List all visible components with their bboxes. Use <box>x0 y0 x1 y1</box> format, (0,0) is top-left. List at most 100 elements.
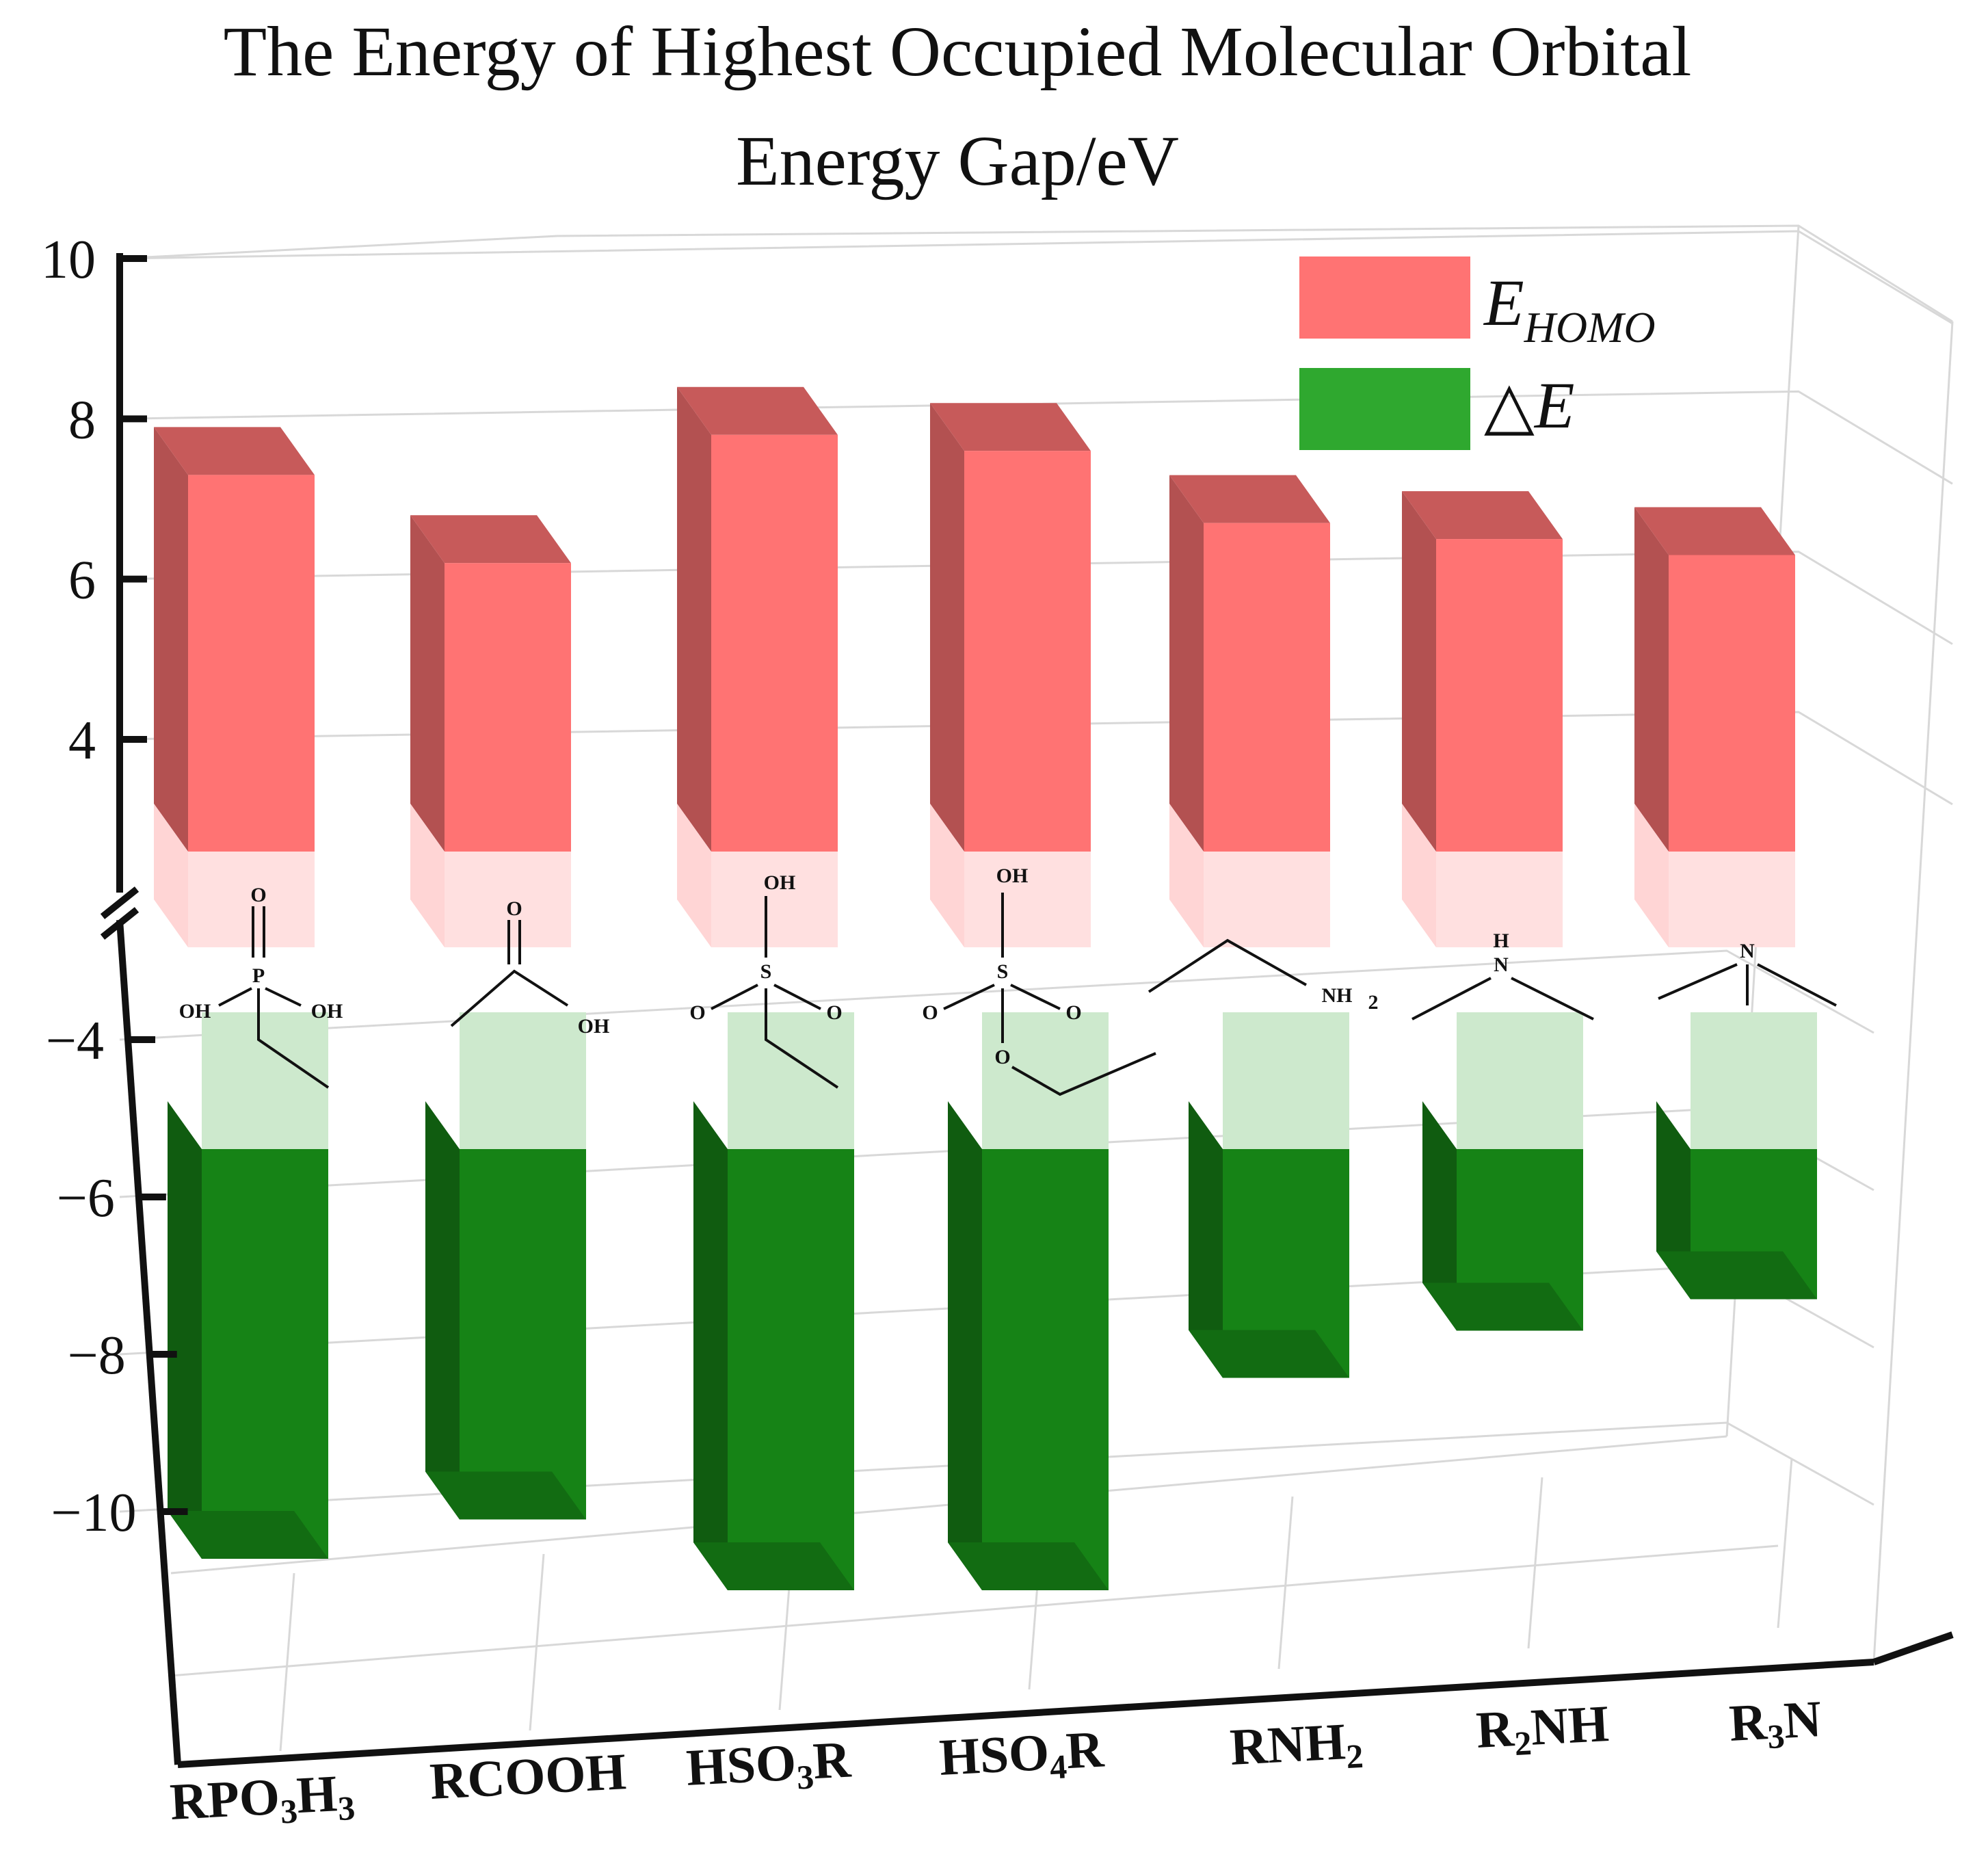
ehomo-bar-fade-side <box>930 804 964 947</box>
ehomo-bar-side <box>930 403 964 852</box>
y-tick-label: −4 <box>46 1011 104 1071</box>
ehomo-bar-fade <box>711 852 838 947</box>
molecule-bond <box>943 984 995 1010</box>
molecule-bond <box>711 984 758 1010</box>
ehomo-bar-fade <box>1669 852 1795 947</box>
floor-grid-line <box>1777 1458 1793 1629</box>
molecule-bond <box>257 988 330 1089</box>
ehomo-bar-fade-side <box>1402 804 1436 947</box>
ehomo-bar <box>711 434 838 852</box>
y-tick-label: −10 <box>51 1483 136 1543</box>
category-label: RCOOH <box>428 1743 627 1810</box>
molecule-bond <box>773 984 821 1010</box>
deltae-bar-fade <box>728 1012 854 1149</box>
floor-grid-line <box>1527 1477 1543 1649</box>
ehomo-bar <box>1204 523 1330 852</box>
category-labels: RPO3H3 RCOOH HSO3R HSO4R RNH2 R2NH R3N <box>168 1690 1823 1836</box>
bars <box>154 386 1817 1590</box>
ehomo-bar-fade <box>1436 852 1563 947</box>
grid-line <box>119 949 1874 1041</box>
category-label: RNH2 <box>1228 1712 1364 1782</box>
deltae-bar-bottom <box>425 1471 586 1520</box>
ehomo-bar-fade <box>964 852 1091 947</box>
chart-subtitle: Energy Gap/eV <box>736 122 1179 200</box>
deltae-bar-side <box>948 1101 982 1590</box>
molecule-bond <box>1757 963 1837 1007</box>
ehomo-bar <box>1669 555 1795 852</box>
y-tick-label: −8 <box>68 1326 126 1386</box>
molecule-atom-label: S <box>760 960 772 983</box>
deltae-bar <box>460 1149 586 1520</box>
category-label: HSO4R <box>938 1720 1106 1792</box>
ehomo-bar-top <box>1634 507 1795 555</box>
deltae-bar <box>982 1149 1109 1590</box>
molecule-atom-label: OH <box>764 871 796 894</box>
molecule-atom-label: OH <box>179 1000 211 1023</box>
molecule-atom-label: O <box>1065 1001 1081 1024</box>
ehomo-bar-fade-side <box>154 804 188 947</box>
y-tick-label: 8 <box>68 390 96 450</box>
molecule-atom-label: OH <box>311 1000 343 1023</box>
deltae-bar-side <box>1422 1101 1457 1331</box>
molecule-atom-label: N <box>1740 940 1755 962</box>
molecule-subscript: 2 <box>1368 991 1379 1014</box>
ehomo-bar-top <box>410 515 571 564</box>
ehomo-bar-side <box>410 515 445 852</box>
legend: EHOMO △E <box>1299 256 1656 450</box>
ehomo-bar-top <box>677 386 838 435</box>
molecule-atom-label: O <box>250 884 266 906</box>
deltae-bar-bottom <box>1656 1251 1817 1300</box>
deltae-bar-fade <box>460 1012 586 1149</box>
floor-grid-line <box>529 1553 545 1731</box>
legend-label-ehomo: EHOMO <box>1483 266 1656 352</box>
molecule-atom-label: O <box>994 1046 1010 1068</box>
deltae-bar-bottom <box>168 1511 328 1559</box>
deltae-bar-fade <box>1223 1012 1349 1149</box>
floor-grid-line <box>279 1572 295 1752</box>
y-tick-labels: 10 8 6 4 −4 −6 −8 −10 <box>41 230 188 1543</box>
ehomo-bar-top <box>154 427 315 475</box>
molecule-atom-label: N <box>1494 953 1509 976</box>
axis-break-mark <box>100 886 140 919</box>
deltae-bar-bottom <box>1422 1282 1583 1331</box>
ehomo-bar <box>188 475 315 852</box>
ehomo-bar-fade-side <box>1634 804 1669 947</box>
category-label: R3N <box>1727 1690 1823 1758</box>
molecule-bond <box>1010 984 1061 1010</box>
molecule-bond <box>265 987 302 1007</box>
category-label: R2NH <box>1474 1695 1610 1765</box>
molecule-bond <box>1412 977 1492 1020</box>
deltae-bar-side <box>425 1101 460 1520</box>
deltae-bar-side <box>168 1101 202 1559</box>
deltae-bar-bottom <box>948 1542 1109 1590</box>
deltae-bar-fade <box>1457 1012 1583 1149</box>
grid-line <box>119 1421 1874 1513</box>
y-tick-label: 6 <box>68 551 96 611</box>
ehomo-bar-fade-side <box>677 804 711 947</box>
deltae-bar-bottom <box>693 1542 854 1590</box>
molecule-atom-label: NH <box>1322 984 1353 1007</box>
ehomo-bar-side <box>677 386 711 852</box>
legend-swatch-deltae <box>1299 368 1470 450</box>
ehomo-bar-side <box>1634 507 1669 852</box>
category-label: RPO3H3 <box>168 1764 356 1836</box>
deltae-bar-side <box>1189 1101 1223 1378</box>
ehomo-bar-fade <box>1204 852 1330 947</box>
legend-label-deltae: △E <box>1484 369 1574 442</box>
molecule-atom-label: P <box>252 964 265 987</box>
molecule-bond <box>765 988 839 1089</box>
deltae-bar-side <box>693 1101 728 1590</box>
ehomo-bar-side <box>154 427 188 852</box>
molecule-atom-label: S <box>997 960 1009 983</box>
ehomo-bar-fade-side <box>410 804 445 947</box>
molecule-bond <box>1011 1052 1156 1096</box>
x-axis-end <box>1872 1631 1954 1665</box>
deltae-bar-bottom <box>1189 1330 1349 1378</box>
deltae-bar-fade <box>1691 1012 1817 1149</box>
y-axis-lower <box>116 919 181 1765</box>
ehomo-bar <box>964 451 1091 852</box>
molecule-bond <box>218 987 252 1007</box>
floor-mid-edge <box>170 1544 1779 1677</box>
